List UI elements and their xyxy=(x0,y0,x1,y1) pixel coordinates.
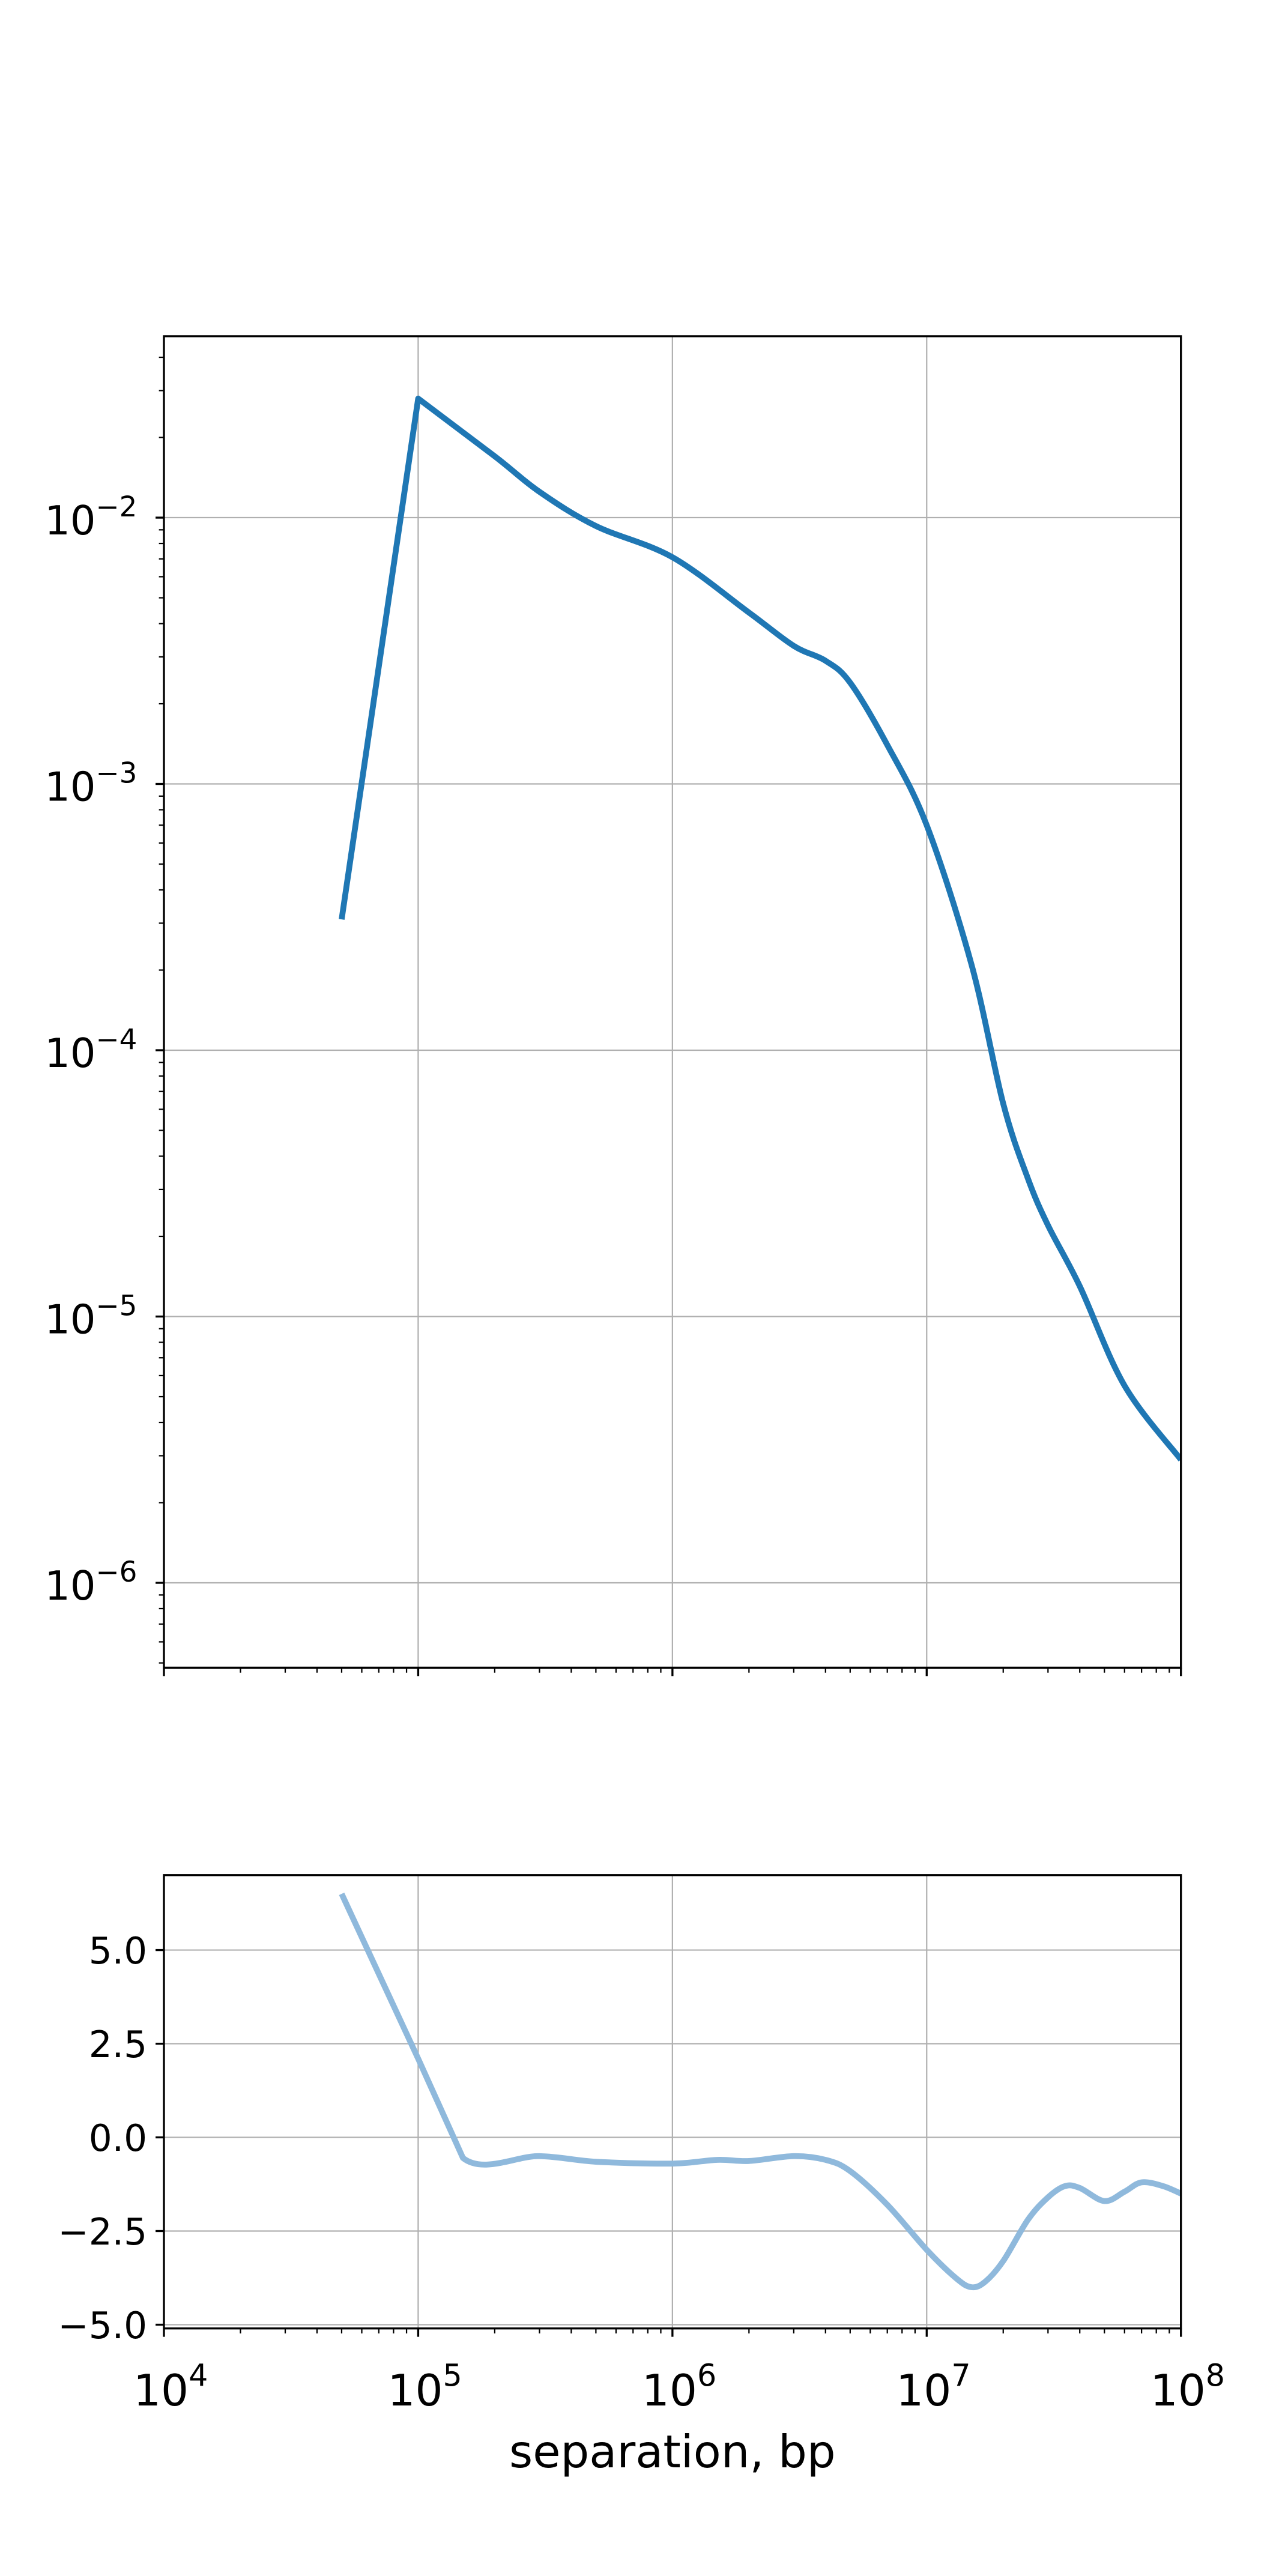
y-tick-label: 10−2 xyxy=(44,491,137,544)
y-tick-label: 2.5 xyxy=(89,2024,147,2066)
series-line xyxy=(339,395,1181,1462)
axes-frame xyxy=(163,335,1182,1669)
x-axis-label: separation, bp xyxy=(509,2425,836,2478)
x-tick-label: 105 xyxy=(387,2357,462,2416)
y-tick-label: 10−3 xyxy=(44,757,137,810)
y-tick-label: 5.0 xyxy=(89,1930,147,1973)
y-tick-label: 10−5 xyxy=(44,1290,137,1343)
y-tick-label: 10−6 xyxy=(44,1556,137,1609)
y-tick-label: −2.5 xyxy=(58,2211,147,2254)
bottom-axes-residual: −5.0 −2.5 0.0 2.5 5.0 104 105 106 107 108 xyxy=(58,1874,1225,2416)
series-line xyxy=(339,1892,1181,2291)
x-tick-label: 104 xyxy=(133,2357,208,2416)
top-axes-log-log: 10−6 10−5 10−4 10−3 10−2 xyxy=(44,335,1182,1677)
y-tick-label: 0.0 xyxy=(89,2117,147,2160)
x-tick-label: 108 xyxy=(1150,2357,1225,2416)
axes-frame xyxy=(163,1874,1182,2330)
y-tick-label: 10−4 xyxy=(44,1024,137,1077)
x-tick-label: 106 xyxy=(642,2357,716,2416)
x-tick-label: 107 xyxy=(896,2357,970,2416)
y-tick-label: −5.0 xyxy=(58,2305,147,2347)
